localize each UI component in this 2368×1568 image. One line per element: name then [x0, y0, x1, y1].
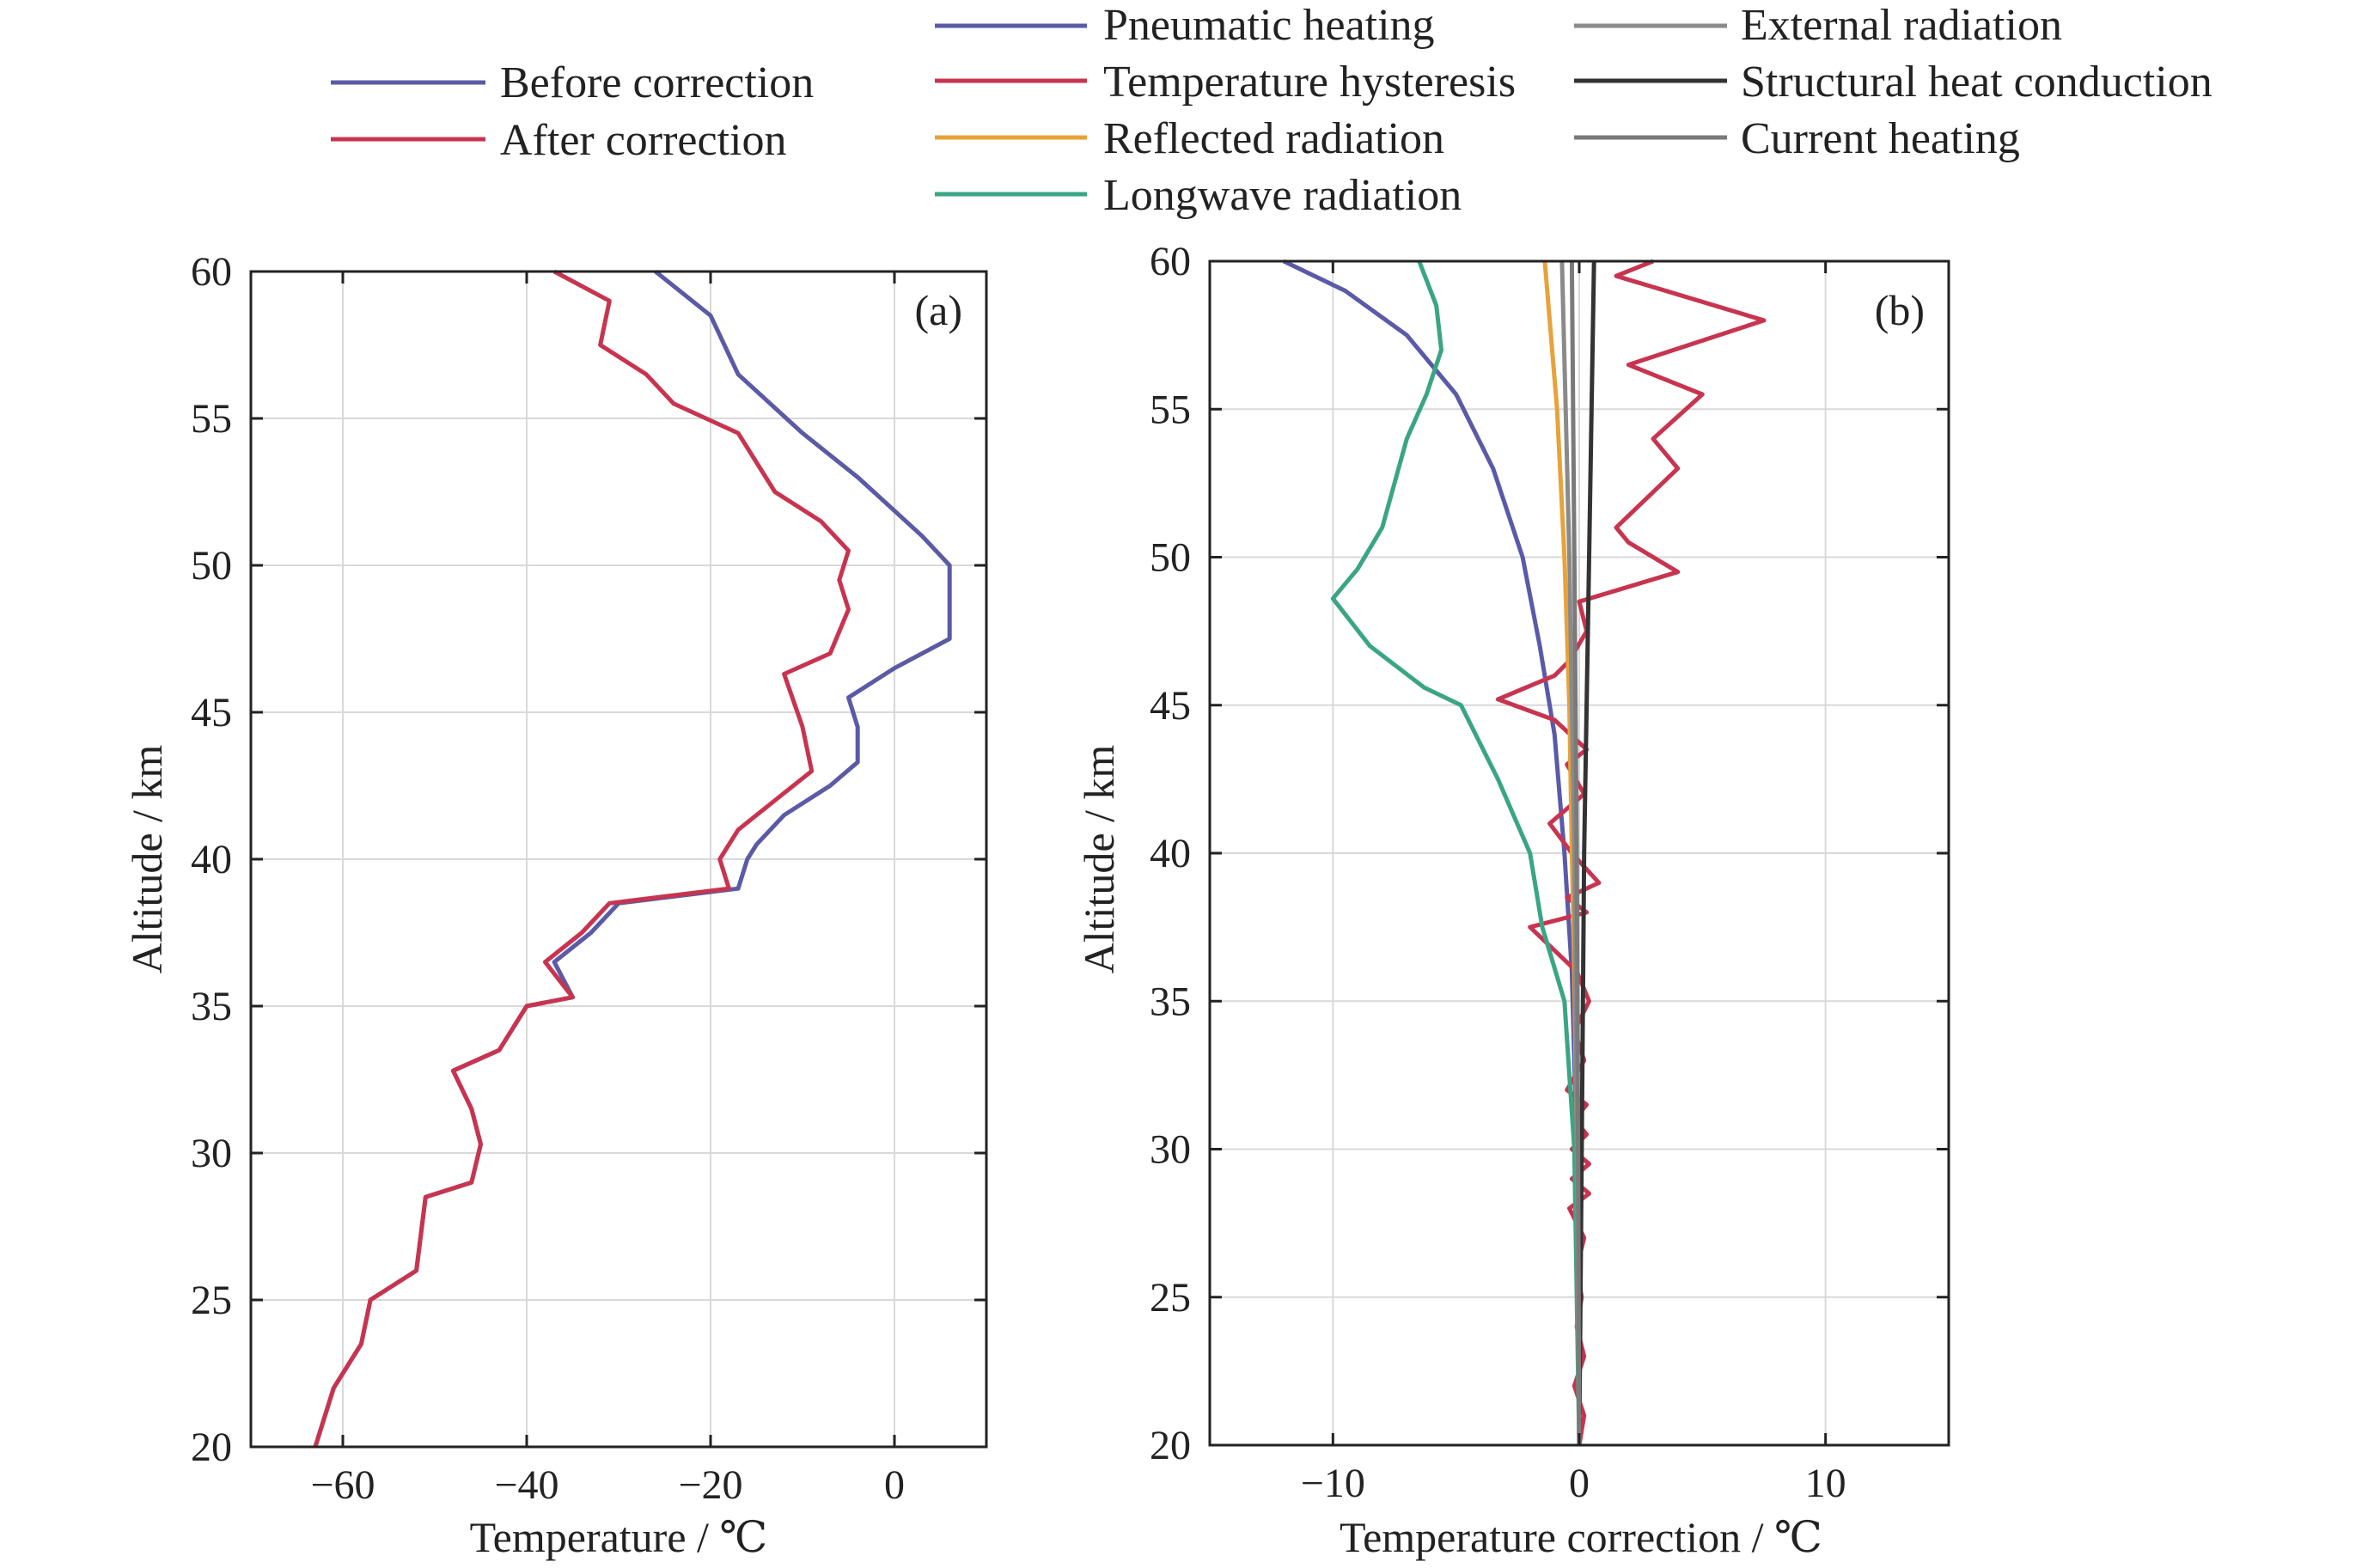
legend-label-reflected: Reflected radiation [1103, 114, 1444, 163]
panel-b-tag: (b) [1875, 286, 1925, 334]
series-line-after-correction [313, 269, 851, 1448]
panel-b-ticks: −10 0 10 20 25 30 35 40 45 50 55 60 [1150, 239, 1949, 1506]
legend-label-pneumatic: Pneumatic heating [1103, 1, 1435, 50]
panel-b-series [1282, 259, 1767, 1446]
x-tick-label: 0 [1569, 1461, 1590, 1506]
panel-b-xlabel: Temperature correction / ℃ [1340, 1513, 1822, 1561]
legend-label-structural: Structural heat conduction [1741, 58, 2212, 107]
panel-a-ticks: −60 −40 −20 0 20 25 30 35 40 45 50 55 60 [191, 249, 986, 1508]
y-tick-label: 40 [191, 837, 232, 882]
y-tick-label: 55 [191, 396, 232, 442]
legend-label-external: External radiation [1741, 1, 2062, 50]
x-tick-label: −10 [1301, 1461, 1365, 1506]
panel-a-series [313, 269, 952, 1448]
y-tick-label: 25 [191, 1278, 232, 1323]
panel-a-tag: (a) [915, 286, 963, 334]
chart-panel-b: −10 0 10 20 25 30 35 40 45 50 55 60 (b) Temperature… [1075, 239, 1950, 1561]
series-line-current-heating [1569, 260, 1582, 1446]
x-tick-label: −40 [494, 1462, 558, 1508]
y-tick-label: 60 [1150, 239, 1191, 284]
y-tick-label: 40 [1150, 831, 1191, 876]
series-line-longwave-radiation [1330, 260, 1582, 1446]
panel-a-ylabel: Altitude / km [123, 745, 171, 974]
y-tick-label: 55 [1150, 387, 1191, 432]
y-tick-label: 60 [191, 249, 232, 295]
y-tick-label: 35 [191, 984, 232, 1029]
y-tick-label: 50 [1150, 535, 1191, 581]
y-tick-label: 35 [1150, 979, 1191, 1024]
series-line-structural-heat-conduction [1577, 260, 1596, 1446]
y-tick-label: 20 [191, 1425, 232, 1470]
legend-label-after: After correction [500, 116, 786, 165]
y-tick-label: 50 [191, 543, 232, 589]
y-tick-label: 20 [1150, 1423, 1191, 1468]
x-tick-label: 10 [1805, 1461, 1846, 1506]
y-tick-label: 30 [1150, 1127, 1191, 1173]
legend-label-before: Before correction [500, 58, 814, 107]
x-tick-label: 0 [884, 1462, 905, 1508]
panel-a-xlabel: Temperature / ℃ [470, 1513, 768, 1561]
y-tick-label: 45 [191, 690, 232, 735]
legend-right-col2: External radiation Structural heat condu… [1574, 1, 2212, 163]
legend-label-hysteresis: Temperature hysteresis [1103, 58, 1516, 107]
legend-left: Before correction After correction [331, 58, 814, 165]
legend-label-current: Current heating [1741, 114, 2020, 163]
chart-panel-a: −60 −40 −20 0 20 25 30 35 40 45 50 55 60 (a) Tempera… [123, 249, 988, 1561]
x-tick-label: −20 [678, 1462, 742, 1508]
y-tick-label: 30 [191, 1131, 232, 1176]
legend-right-col1: Pneumatic heating Temperature hysteresis… [935, 1, 1516, 220]
x-tick-label: −60 [310, 1462, 375, 1508]
panel-b-ylabel: Altitude / km [1075, 745, 1123, 974]
panel-b-grid [1210, 260, 1949, 1446]
y-tick-label: 45 [1150, 683, 1191, 729]
panel-a-grid [251, 271, 986, 1448]
y-tick-label: 25 [1150, 1275, 1191, 1321]
legend-label-longwave: Longwave radiation [1103, 171, 1462, 220]
